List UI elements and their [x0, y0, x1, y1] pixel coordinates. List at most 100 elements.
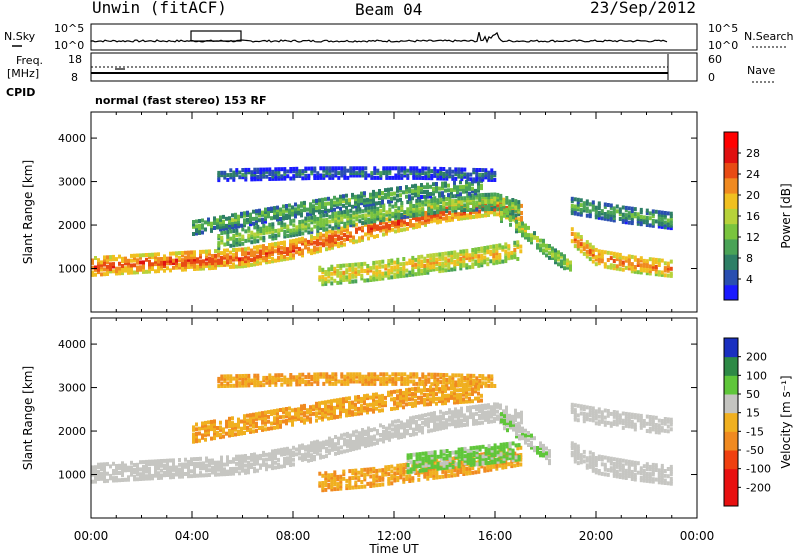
data-cell [636, 260, 640, 265]
data-cell [319, 446, 322, 451]
data-cell [219, 227, 222, 232]
data-cell [408, 387, 411, 392]
data-cell [387, 263, 391, 268]
data-cell [418, 414, 421, 419]
data-cell [427, 201, 431, 206]
data-cell [330, 480, 334, 485]
data-cell [594, 205, 598, 210]
data-cell [321, 408, 324, 412]
data-cell [432, 257, 436, 262]
data-cell [264, 217, 267, 222]
data-cell [334, 213, 338, 218]
data-cell [315, 411, 318, 416]
data-cell [348, 413, 351, 417]
data-cell [166, 259, 169, 263]
data-cell [229, 255, 232, 260]
data-cell [210, 224, 213, 229]
data-cell [279, 207, 282, 212]
data-cell [438, 266, 442, 271]
data-cell [337, 451, 340, 455]
data-cell [328, 171, 332, 176]
data-cell [394, 175, 398, 180]
data-cell [379, 221, 382, 226]
data-cell [232, 262, 235, 267]
data-cell [376, 438, 379, 443]
data-cell [348, 476, 352, 481]
data-cell [373, 225, 376, 230]
data-cell [402, 477, 406, 482]
data-cell [378, 201, 381, 205]
data-cell [319, 173, 323, 178]
data-cell [195, 436, 198, 441]
data-cell [121, 463, 124, 468]
data-cell [325, 235, 328, 240]
data-cell [418, 175, 422, 180]
data-cell [621, 212, 625, 217]
data-cell [268, 457, 271, 462]
data-cell [222, 214, 225, 219]
data-cell [666, 218, 670, 223]
data-cell [289, 451, 292, 456]
data-cell [500, 419, 503, 424]
data-cell [460, 196, 464, 201]
data-cell [475, 452, 479, 457]
data-cell [273, 416, 276, 421]
data-cell [307, 173, 311, 178]
data-cell [307, 223, 311, 228]
data-cell [220, 462, 223, 467]
data-cell [181, 469, 184, 474]
data-cell [231, 423, 234, 428]
colorbar-segment [724, 269, 738, 286]
data-cell [237, 217, 240, 222]
data-cell [484, 168, 488, 173]
data-cell [331, 216, 335, 221]
data-cell [481, 413, 484, 418]
data-cell [360, 468, 364, 473]
data-cell [469, 195, 473, 200]
data-cell [336, 273, 340, 278]
data-cell [208, 463, 211, 468]
data-cell [457, 423, 460, 428]
data-cell [196, 259, 199, 264]
data-cell [418, 461, 422, 466]
data-cell [267, 414, 270, 419]
data-cell [515, 229, 518, 234]
data-cell [669, 259, 673, 264]
data-cell [255, 211, 258, 216]
data-cell [363, 200, 366, 205]
data-cell [219, 217, 222, 222]
data-cell [226, 177, 230, 182]
data-cell [210, 419, 213, 424]
data-cell [351, 410, 354, 415]
data-cell [477, 247, 481, 251]
data-cell [508, 199, 512, 204]
data-cell [382, 220, 385, 225]
data-cell [444, 469, 448, 474]
data-cell [399, 396, 402, 401]
data-cell [451, 174, 455, 179]
data-cell [453, 183, 456, 188]
data-cell [106, 471, 109, 476]
data-cell [352, 215, 356, 220]
data-cell [274, 244, 277, 249]
data-cell [327, 196, 330, 201]
data-cell [484, 200, 488, 205]
data-cell [666, 261, 670, 266]
data-cell [372, 265, 376, 270]
data-cell [406, 455, 410, 460]
data-cell [139, 265, 142, 270]
data-cell [193, 262, 196, 267]
data-cell [367, 210, 371, 215]
data-cell [319, 214, 323, 218]
data-cell [366, 410, 369, 415]
data-cell [345, 275, 349, 280]
data-cell [358, 236, 361, 241]
data-cell [244, 456, 247, 461]
data-cell [130, 467, 133, 472]
data-cell [465, 184, 468, 189]
data-cell [463, 413, 466, 418]
data-cell [507, 462, 511, 467]
data-cell [396, 274, 400, 279]
data-cell [450, 456, 454, 461]
data-cell [333, 472, 337, 477]
